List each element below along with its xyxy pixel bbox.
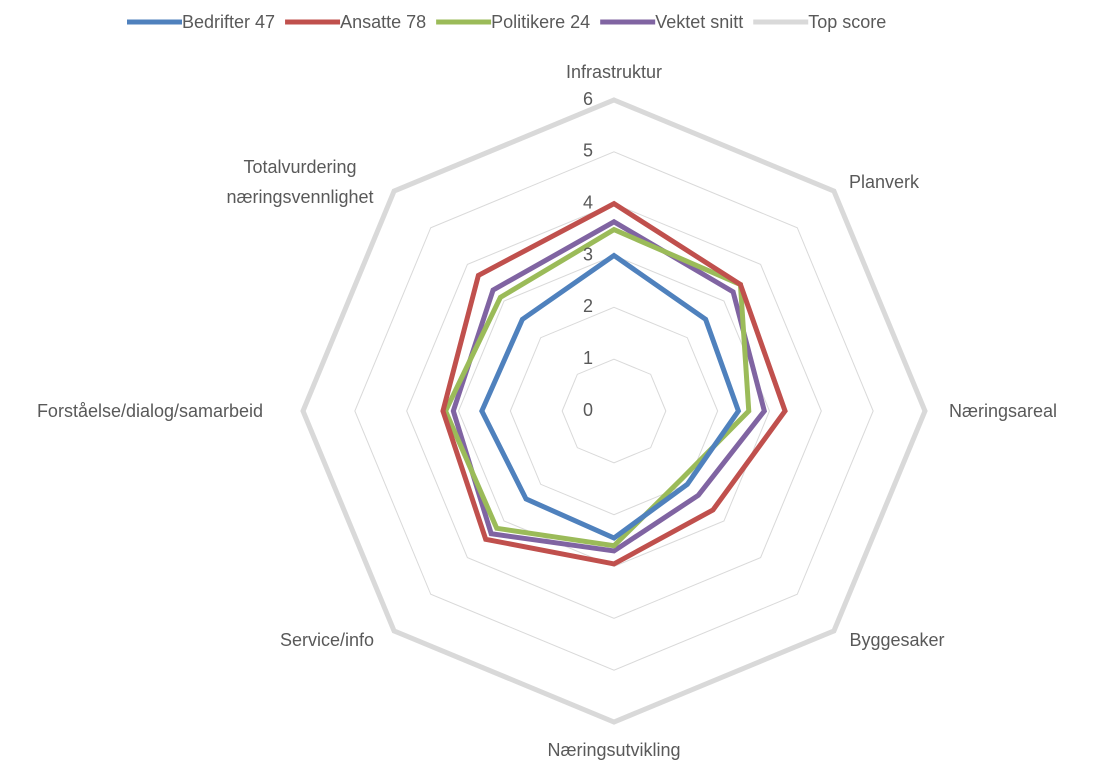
grid-ring <box>302 99 926 723</box>
axis-tick-label: 1 <box>583 348 593 368</box>
category-label: Totalvurdering næringsvennlighet <box>226 157 374 207</box>
category-label: Planverk <box>848 172 920 192</box>
category-label: Service/info <box>279 630 375 650</box>
category-label: Byggesaker <box>849 630 945 650</box>
legend-label: Vektet snitt <box>655 12 743 32</box>
legend-label: Politikere 24 <box>491 12 590 32</box>
series-line <box>442 226 752 549</box>
series-line <box>479 252 742 541</box>
category-label: Forståelse/dialog/samarbeid <box>36 401 264 421</box>
grid-ring <box>457 254 771 568</box>
grid-ring <box>406 203 822 619</box>
legend-label: Ansatte 78 <box>340 12 426 32</box>
category-label: Næringsutvikling <box>547 740 681 760</box>
axis-tick-label: 5 <box>583 141 593 161</box>
axis-tick-label: 4 <box>583 192 593 212</box>
grid-ring <box>354 151 874 671</box>
legend-label: Top score <box>808 12 886 32</box>
grid-ring <box>561 358 667 464</box>
series-line <box>440 200 788 567</box>
legend-label: Bedrifter 47 <box>182 12 275 32</box>
axis-tick-label: 3 <box>583 244 593 264</box>
axis-tick-label: 2 <box>583 296 593 316</box>
series-line <box>300 97 928 725</box>
category-label: Infrastruktur <box>565 62 663 82</box>
axis-tick-label: 0 <box>583 400 593 420</box>
category-label: Næringsareal <box>948 401 1058 421</box>
grid-ring <box>509 306 719 516</box>
axis-tick-label: 6 <box>583 89 593 109</box>
